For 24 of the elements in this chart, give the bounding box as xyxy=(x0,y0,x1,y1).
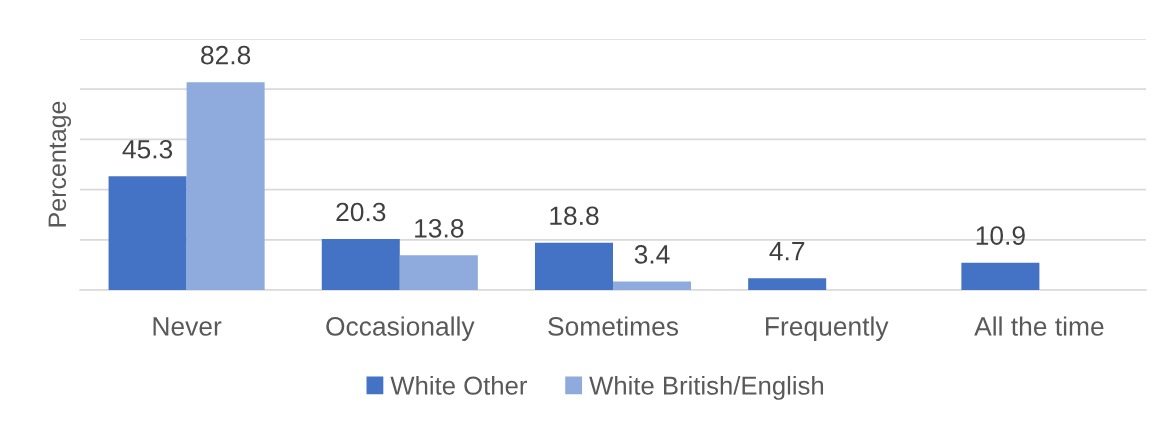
data-label: 82.8 xyxy=(201,45,251,65)
bar xyxy=(748,278,827,290)
data-label: 20.3 xyxy=(336,202,386,222)
x-tick-label: Sometimes xyxy=(548,316,679,336)
data-label: 18.8 xyxy=(550,206,599,226)
data-label: 10.9 xyxy=(976,226,1025,245)
legend-label: White British/English xyxy=(589,375,824,400)
data-label: 4.7 xyxy=(769,242,805,261)
x-tick-label: Occasionally xyxy=(326,316,475,341)
data-label: 13.8 xyxy=(415,218,464,238)
y-axis-title: Percentage xyxy=(48,101,72,227)
bar xyxy=(961,262,1040,290)
bar xyxy=(186,82,265,290)
legend-label: White Other xyxy=(390,375,527,395)
x-tick-label: All the time xyxy=(974,316,1104,336)
bar xyxy=(321,239,400,290)
bar xyxy=(613,281,692,290)
x-tick-label: Never xyxy=(153,317,222,336)
bar xyxy=(108,176,187,290)
bar xyxy=(534,242,613,290)
x-tick-label: Frequently xyxy=(766,316,889,341)
bar xyxy=(399,255,478,290)
data-label: 3.4 xyxy=(634,245,670,264)
data-label: 45.3 xyxy=(122,139,173,159)
